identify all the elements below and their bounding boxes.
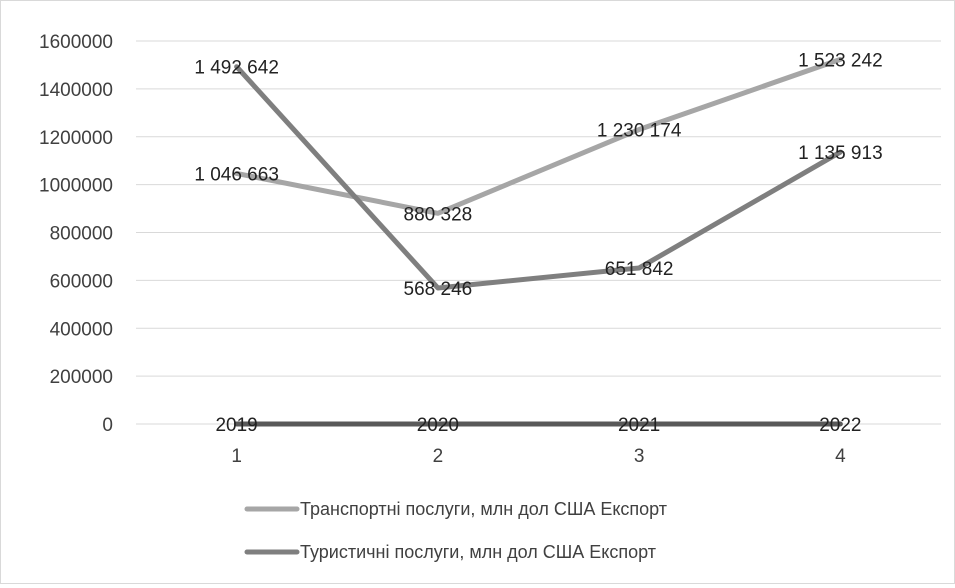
data-label-series-2: 1 492 642 bbox=[194, 58, 279, 79]
data-label-series-2: 1 135 913 bbox=[798, 143, 883, 164]
data-label-series-1: 1 523 242 bbox=[798, 50, 883, 71]
y-tick-label: 1600000 bbox=[39, 32, 113, 53]
year-label: 2020 bbox=[417, 415, 459, 436]
x-axis: 1 2 3 4 bbox=[231, 446, 846, 467]
y-tick-label: 400000 bbox=[50, 319, 113, 340]
data-label-series-1: 1 230 174 bbox=[597, 121, 682, 142]
data-label-series-1: 1 046 663 bbox=[194, 164, 279, 185]
y-tick-label: 1400000 bbox=[39, 80, 113, 101]
legend-item-label: Туристичні послуги, млн дол США Експорт bbox=[300, 542, 656, 562]
year-label: 2022 bbox=[819, 415, 861, 436]
y-tick-label: 1200000 bbox=[39, 128, 113, 149]
y-tick-label: 800000 bbox=[50, 224, 113, 245]
series-line-2 bbox=[234, 64, 843, 291]
y-tick-label: 600000 bbox=[50, 271, 113, 292]
x-tick-label: 1 bbox=[231, 446, 242, 467]
gridlines bbox=[136, 40, 941, 425]
data-labels: 2019 2020 2021 2022 1 046 663 880 328 1 230 17… bbox=[194, 50, 882, 436]
year-label: 2019 bbox=[215, 415, 257, 436]
data-label-series-2: 568 246 bbox=[404, 279, 473, 300]
legend-item-label: Транспортні послуги, млн дол США Експорт bbox=[300, 499, 667, 519]
y-tick-label: 200000 bbox=[50, 367, 113, 388]
year-label: 2021 bbox=[618, 415, 660, 436]
y-axis: 0 200000 400000 600000 800000 1000000 1200000 1… bbox=[39, 32, 113, 436]
x-tick-label: 4 bbox=[835, 446, 846, 467]
x-tick-label: 3 bbox=[634, 446, 645, 467]
y-tick-label: 1000000 bbox=[39, 176, 113, 197]
y-tick-label: 0 bbox=[102, 415, 113, 436]
series-line-1 bbox=[234, 56, 843, 216]
data-label-series-2: 651 842 bbox=[605, 259, 674, 280]
data-label-series-1: 880 328 bbox=[404, 204, 473, 225]
legend: Транспортні послуги, млн дол США Експорт… bbox=[244, 499, 667, 562]
series-lines bbox=[234, 56, 843, 427]
x-tick-label: 2 bbox=[433, 446, 444, 467]
